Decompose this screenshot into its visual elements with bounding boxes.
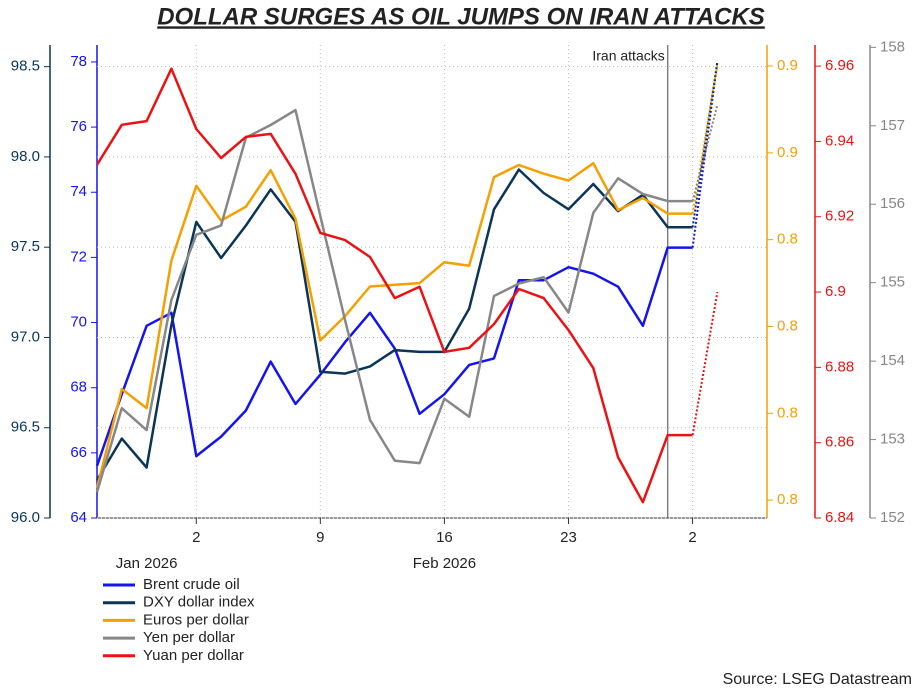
y-tick-label: 6.84 <box>825 509 854 526</box>
y-tick-label: 97.5 <box>11 238 40 255</box>
y-tick-label: 72 <box>70 248 87 265</box>
x-group-label: Jan 2026 <box>116 555 178 572</box>
y-tick-label: 96.0 <box>11 509 40 526</box>
line-extension <box>691 291 719 436</box>
y-tick-label: 68 <box>70 379 87 396</box>
y-tick-label: 0.9 <box>777 57 798 74</box>
line-series <box>95 168 693 481</box>
y-tick-label: 6.9 <box>825 283 846 300</box>
y-tick-label: 96.5 <box>11 419 40 436</box>
legend-label: Yen per dollar <box>143 629 235 646</box>
y-tick-label: 156 <box>880 195 905 212</box>
chart-title: DOLLAR SURGES AS OIL JUMPS ON IRAN ATTAC… <box>157 3 765 30</box>
y-tick-label: 6.88 <box>825 358 854 375</box>
y-tick-label: 0.8 <box>777 231 798 248</box>
y-tick-label: 70 <box>70 314 87 331</box>
y-tick-label: 0.9 <box>777 144 798 161</box>
x-tick-label: 23 <box>560 529 577 546</box>
y-tick-label: 0.8 <box>777 404 798 421</box>
y-tick-label: 6.94 <box>825 132 854 149</box>
legend-label: Yuan per dollar <box>143 647 244 664</box>
line-series <box>95 67 693 504</box>
line-series <box>95 108 693 493</box>
x-tick-label: 9 <box>316 529 324 546</box>
y-tick-label: 158 <box>880 38 905 55</box>
x-tick-label: 16 <box>436 529 453 546</box>
y-tick-label: 64 <box>70 509 87 526</box>
x-tick-label: 2 <box>192 529 200 546</box>
legend-label: DXY dollar index <box>143 594 255 611</box>
source: Source: LSEG Datastream <box>723 671 912 688</box>
y-tick-label: 155 <box>880 274 905 291</box>
y-tick-label: 76 <box>70 118 87 135</box>
y-tick-label: 66 <box>70 444 87 461</box>
x-group-label: Feb 2026 <box>413 555 476 572</box>
y-tick-label: 157 <box>880 117 905 134</box>
y-tick-label: 98.5 <box>11 58 40 75</box>
y-tick-label: 98.0 <box>11 148 40 165</box>
y-tick-label: 0.8 <box>777 317 798 334</box>
line-series <box>95 161 693 489</box>
x-tick-label: 2 <box>688 529 696 546</box>
y-tick-label: 154 <box>880 352 905 369</box>
annotation: Iran attacks <box>592 48 664 64</box>
y-tick-label: 74 <box>70 183 87 200</box>
y-tick-label: 97.0 <box>11 328 40 345</box>
y-tick-label: 6.86 <box>825 434 854 451</box>
y-tick-label: 78 <box>70 53 87 70</box>
y-tick-label: 153 <box>880 431 905 448</box>
y-tick-label: 6.92 <box>825 208 854 225</box>
y-tick-label: 152 <box>880 509 905 526</box>
line-extension <box>691 104 719 202</box>
y-tick-label: 6.96 <box>825 57 854 74</box>
legend-label: Brent crude oil <box>143 576 240 593</box>
line-series <box>95 246 693 467</box>
y-tick-label: 0.8 <box>777 491 798 508</box>
legend-label: Euros per dollar <box>143 611 249 628</box>
